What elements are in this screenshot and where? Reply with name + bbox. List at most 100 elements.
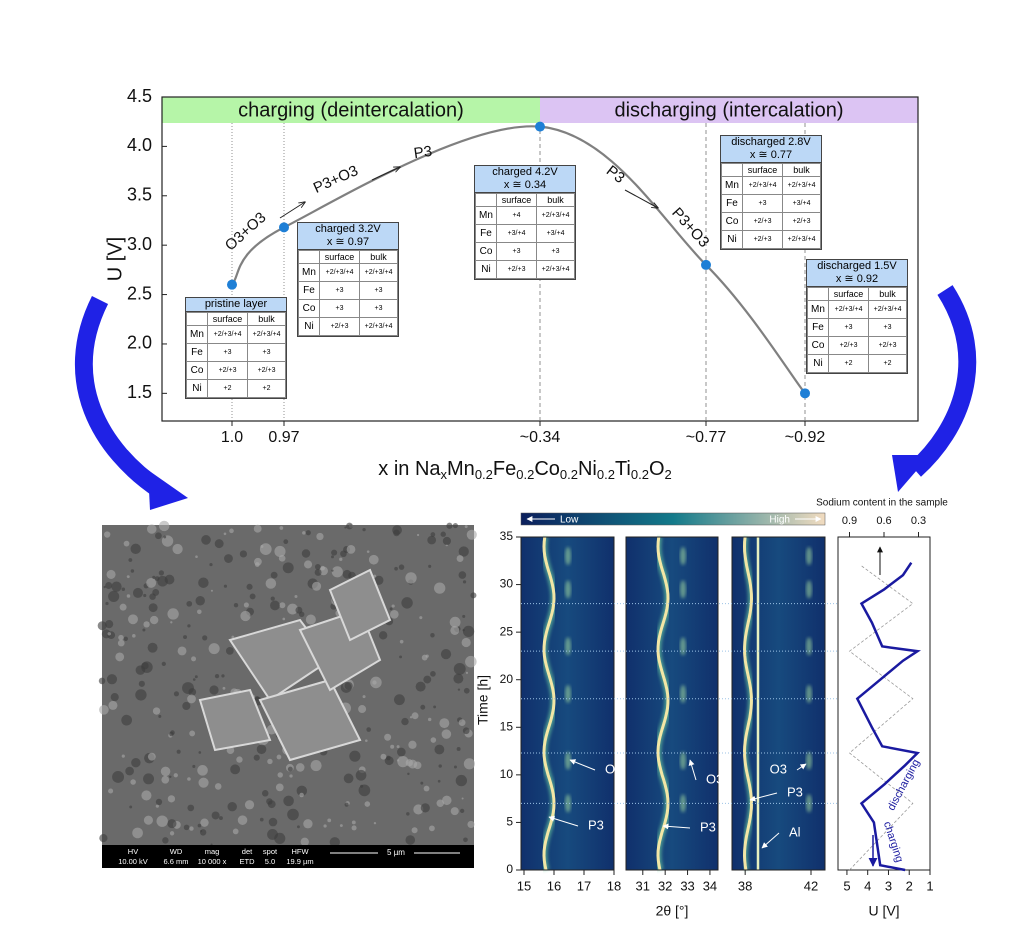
- sem-texture: [121, 714, 133, 726]
- sem-texture: [446, 522, 453, 529]
- diffraction-band: [742, 536, 754, 871]
- sem-texture: [374, 575, 384, 585]
- x-tick-label: 3: [885, 878, 892, 893]
- sem-texture: [370, 676, 382, 689]
- sem-texture: [407, 772, 410, 776]
- sem-texture: [123, 636, 128, 641]
- state-table: charged 4.2V x ≅ 0.34 surface bulk Mn +4 +2/+3…: [474, 165, 576, 280]
- sem-texture: [458, 546, 469, 557]
- o3-reflection: [680, 684, 686, 703]
- x-tick-label: 17: [577, 878, 591, 893]
- scale-bar-bg: [378, 848, 414, 858]
- sem-texture: [438, 764, 442, 768]
- table-row: Fe +3/+4 +3/+4: [475, 224, 575, 243]
- sem-texture: [105, 582, 113, 590]
- sem-texture: [253, 754, 260, 761]
- element-cell: Fe: [807, 318, 829, 337]
- column-header: bulk: [247, 312, 286, 326]
- y-axis-label: Time [h]: [475, 675, 491, 725]
- state-table: pristine layer surface bulk Mn +2/+3/+4 +2/+3…: [185, 297, 287, 399]
- sem-texture: [183, 635, 188, 640]
- y-tick-label: 2.0: [127, 333, 152, 353]
- sem-field-name: HFW: [291, 847, 309, 856]
- sem-texture: [172, 543, 183, 555]
- sem-texture: [132, 634, 136, 638]
- sem-texture: [123, 540, 130, 547]
- annotation: O3: [706, 771, 723, 786]
- sem-texture: [158, 570, 165, 576]
- oxidation-cell: +2/+3/+4: [359, 263, 398, 282]
- sem-texture: [239, 550, 248, 558]
- sem-texture: [465, 671, 469, 674]
- sem-texture: [173, 773, 178, 778]
- sem-texture: [442, 536, 452, 546]
- sem-texture: [391, 604, 395, 608]
- voltage-line: [855, 562, 921, 872]
- sem-texture: [259, 817, 264, 822]
- o3-reflection: [806, 547, 812, 566]
- sem-texture: [429, 825, 435, 832]
- sem-texture: [344, 526, 347, 529]
- x-axis-label-part: 0.2: [475, 467, 493, 482]
- sem-texture: [344, 802, 349, 807]
- sem-texture: [423, 785, 430, 792]
- sem-texture: [323, 824, 327, 828]
- sem-texture: [399, 655, 403, 659]
- x-axis-label: U [V]: [868, 903, 899, 919]
- big-arrow: [75, 295, 166, 498]
- x-axis-label-part: 0.2: [631, 467, 649, 482]
- table-row: Mn +2/+3/+4 +2/+3/+4: [721, 176, 821, 195]
- sem-texture: [463, 758, 475, 770]
- sem-texture: [167, 608, 179, 620]
- sem-texture: [162, 837, 169, 844]
- sem-texture: [152, 575, 156, 579]
- sem-texture: [163, 535, 167, 539]
- panel-frame: [837, 536, 931, 871]
- sem-texture: [231, 635, 235, 639]
- y-tick-label: 20: [500, 672, 514, 686]
- element-cell: Ni: [475, 260, 497, 279]
- colorbar: [520, 512, 826, 526]
- sem-texture: [393, 694, 405, 706]
- sem-texture: [260, 544, 264, 549]
- sem-texture: [461, 637, 471, 648]
- sem-texture: [155, 532, 162, 540]
- sem-texture: [128, 558, 133, 562]
- sem-texture: [161, 661, 166, 667]
- sem-texture: [314, 564, 321, 570]
- sem-texture: [405, 835, 416, 845]
- sem-texture: [466, 529, 477, 540]
- element-cell: Mn: [721, 176, 743, 195]
- oxidation-cell: +2/+3/+4: [536, 260, 575, 279]
- phase-label: P3+O3: [668, 204, 712, 250]
- x-tick-label: 34: [703, 878, 717, 893]
- x2-tick-label: 0.6: [876, 515, 891, 527]
- sem-texture: [125, 766, 134, 776]
- y-tick-label: 10: [500, 767, 514, 781]
- sem-texture: [358, 705, 367, 714]
- oxidation-cell: +3: [536, 242, 575, 261]
- sem-texture: [453, 673, 464, 684]
- sem-texture: [152, 588, 160, 596]
- sem-texture: [112, 771, 125, 783]
- phase-arrow: [371, 167, 400, 181]
- sem-texture: [398, 564, 405, 570]
- element-cell: Mn: [807, 300, 829, 319]
- sem-texture: [155, 798, 163, 806]
- sem-crystal: [198, 688, 272, 752]
- sem-texture: [256, 744, 267, 755]
- sem-texture: [401, 717, 409, 726]
- o3-reflection: [806, 684, 812, 703]
- colorbar-label: High: [769, 515, 790, 526]
- sem-texture: [227, 801, 237, 812]
- sem-texture: [294, 595, 298, 599]
- sem-texture: [301, 549, 311, 558]
- sem-texture: [130, 569, 135, 573]
- sem-texture: [101, 629, 111, 639]
- annotation-arrow: [569, 759, 596, 771]
- column-header-row: surface bulk: [298, 250, 398, 264]
- oxidation-cell: +2/+3: [247, 361, 286, 380]
- sem-texture: [365, 739, 368, 742]
- big-arrow-head: [892, 455, 930, 492]
